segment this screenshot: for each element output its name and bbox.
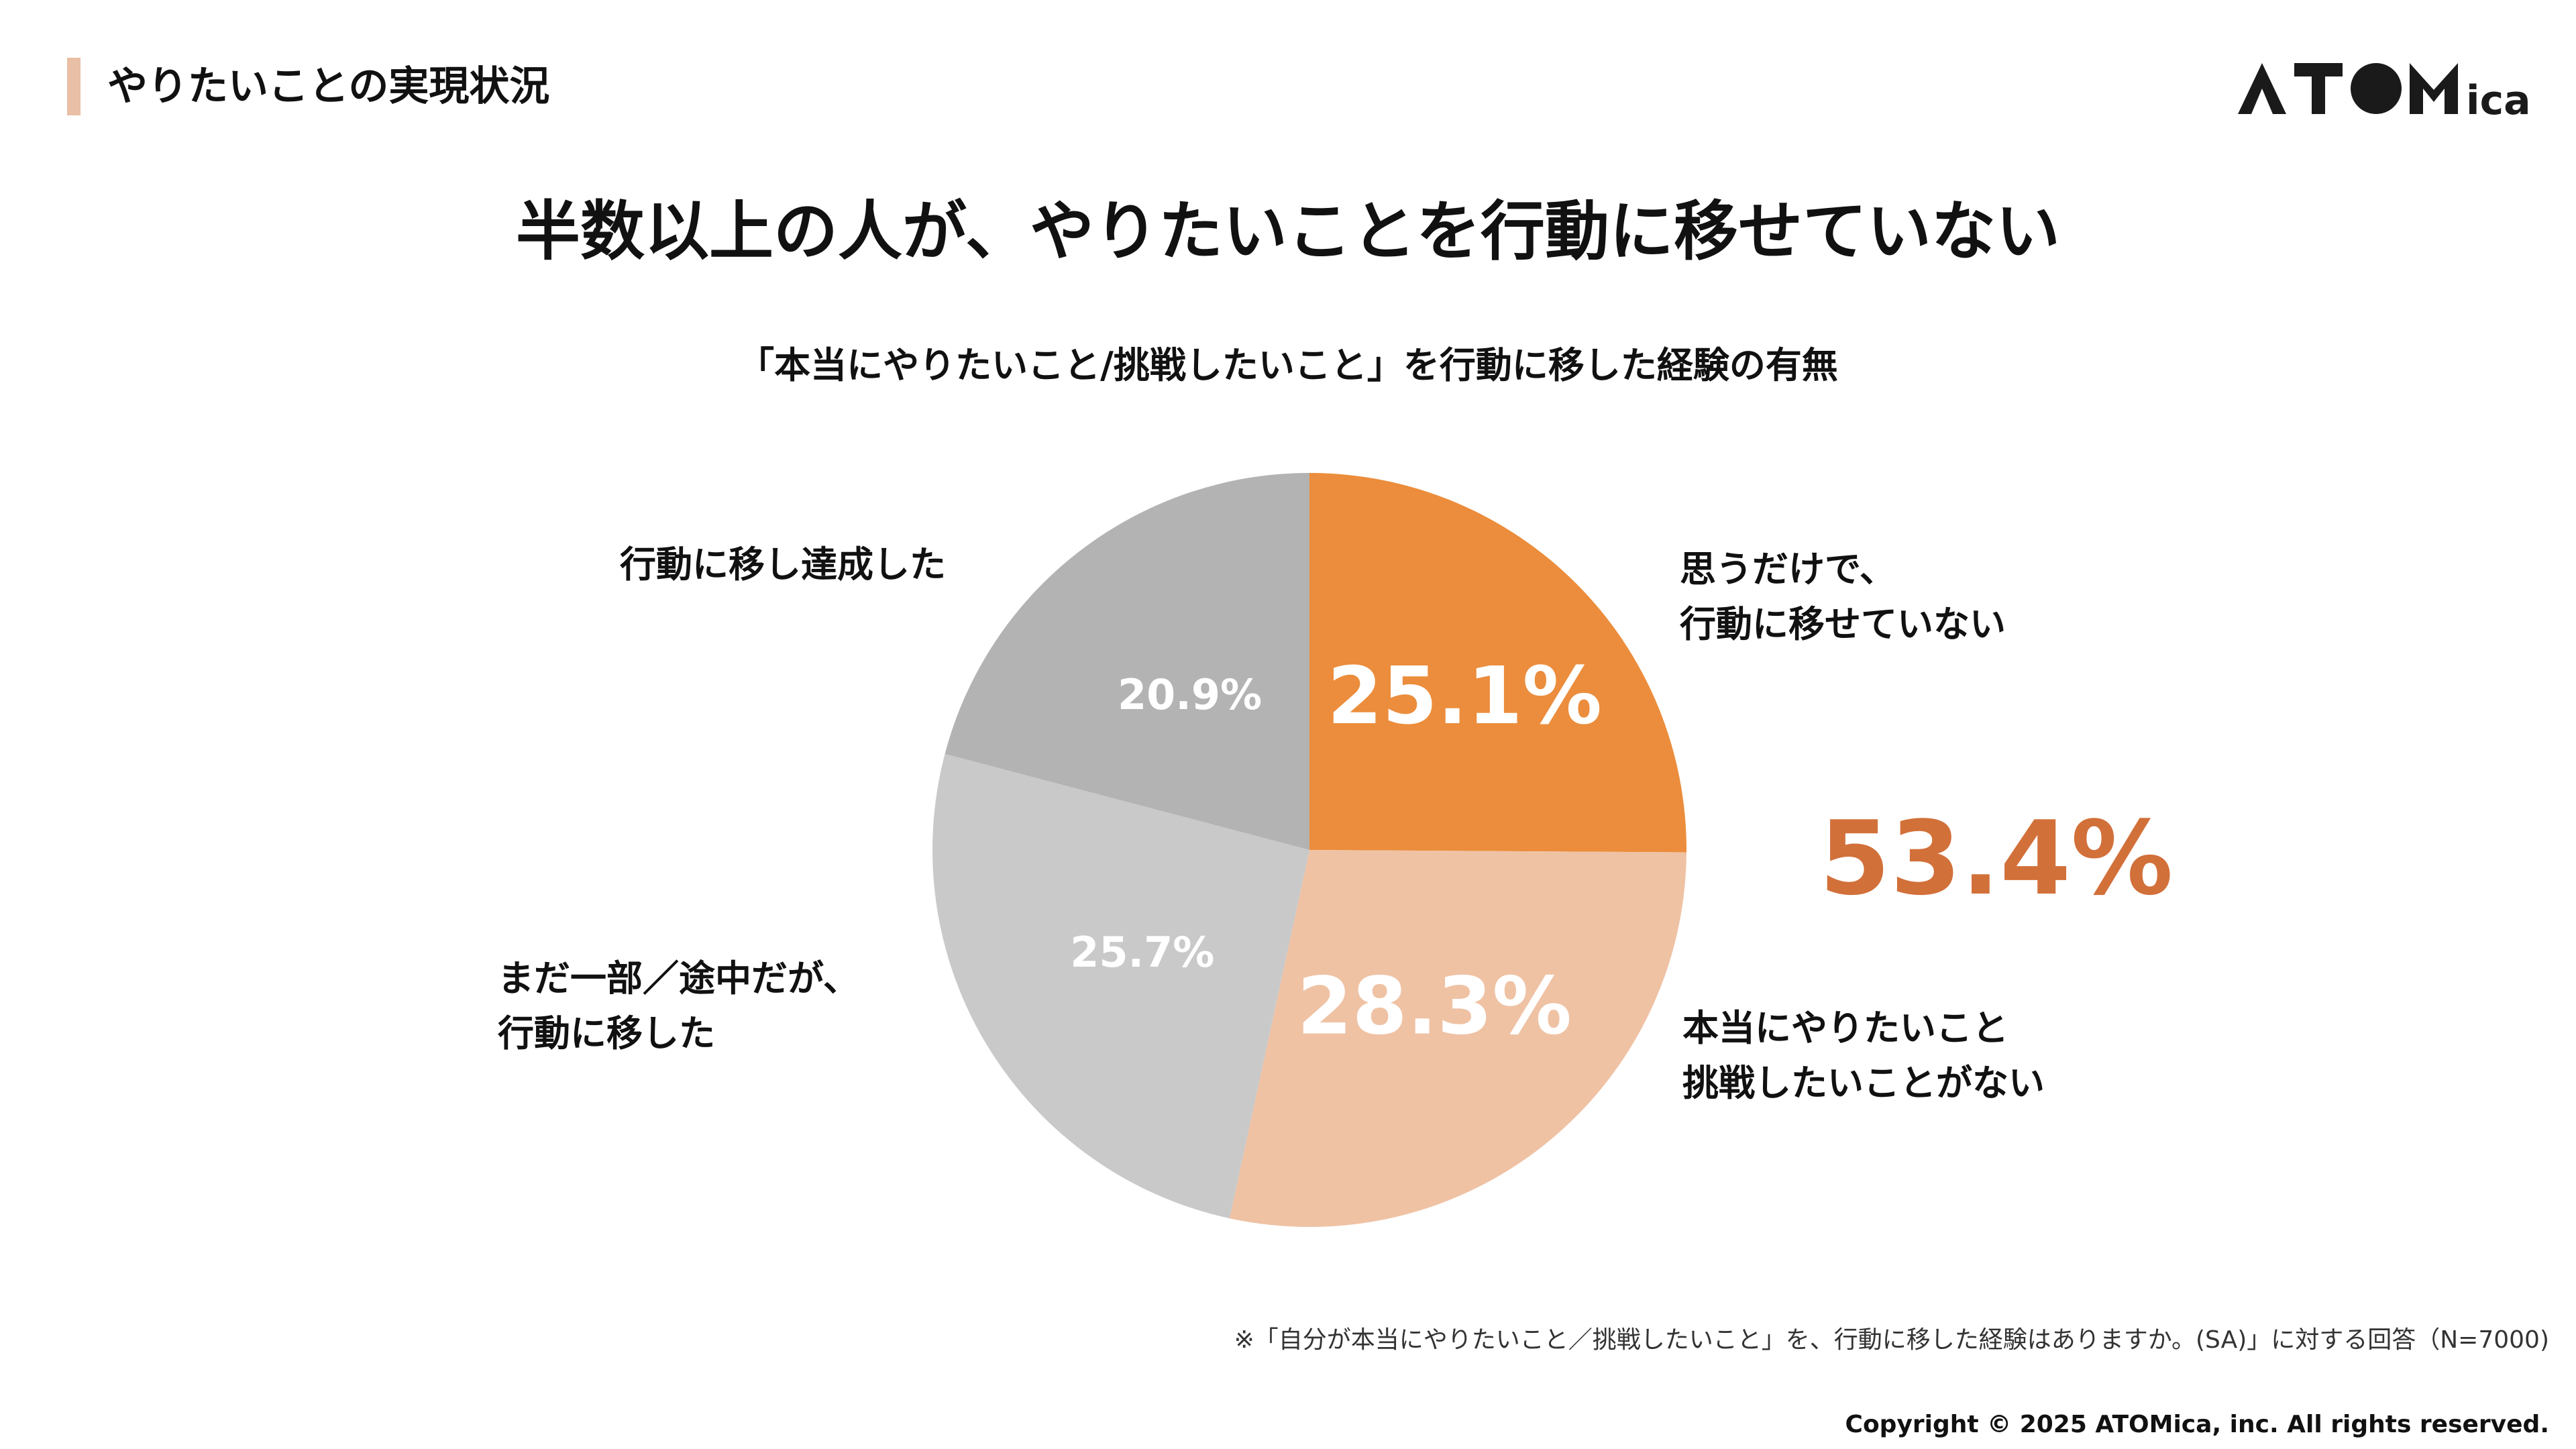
- slice-label-line: 本当にやりたいこと: [1682, 1007, 2008, 1049]
- pie-slice-partially-acted: [932, 753, 1309, 1219]
- value-label-think-only: 25.1%: [1328, 649, 1602, 742]
- slice-label-partially-acted: まだ一部／途中だが、 行動に移した: [498, 951, 859, 1061]
- chart-title: 「本当にやりたいこと/挑戦したいこと」を行動に移した経験の有無: [738, 344, 1838, 386]
- slice-label-think-only: 思うだけで、 行動に移せていない: [1680, 542, 2006, 652]
- svg-text:ica: ica: [2466, 77, 2531, 119]
- footnote: ※「自分が本当にやりたいこと／挑戦したいこと」を、行動に移した経験はありますか。…: [1234, 1326, 2549, 1354]
- slice-label-line: まだ一部／途中だが、: [498, 957, 859, 1000]
- atomica-logo: ica: [2238, 59, 2546, 119]
- copyright: Copyright © 2025 ATOMica, inc. All right…: [1845, 1411, 2549, 1438]
- slice-label-line: 行動に移した: [498, 1012, 715, 1055]
- combined-percentage: 53.4%: [1819, 799, 2174, 918]
- slice-label-no-wish: 本当にやりたいこと 挑戦したいことがない: [1682, 1001, 2045, 1111]
- section-accent-bar: [67, 58, 80, 115]
- pie-slice-achieved: [945, 473, 1309, 850]
- section-title: やりたいことの実現状況: [107, 63, 550, 110]
- slice-label-line: 思うだけで、: [1680, 548, 1896, 590]
- headline: 半数以上の人が、やりたいことを行動に移せていない: [515, 194, 2061, 269]
- pie-slice-no-wish: [1229, 850, 1686, 1227]
- value-label-no-wish: 28.3%: [1297, 960, 1572, 1053]
- pie-slice-think-only: [1309, 473, 1687, 853]
- value-label-achieved: 20.9%: [1118, 670, 1262, 719]
- slice-label-line: 行動に移せていない: [1680, 603, 2006, 645]
- value-label-partially-acted: 25.7%: [1070, 928, 1214, 977]
- slice-label-line: 行動に移し達成した: [620, 543, 946, 586]
- slice-label-achieved: 行動に移し達成した: [620, 537, 946, 592]
- slice-label-line: 挑戦したいことがない: [1682, 1062, 2045, 1104]
